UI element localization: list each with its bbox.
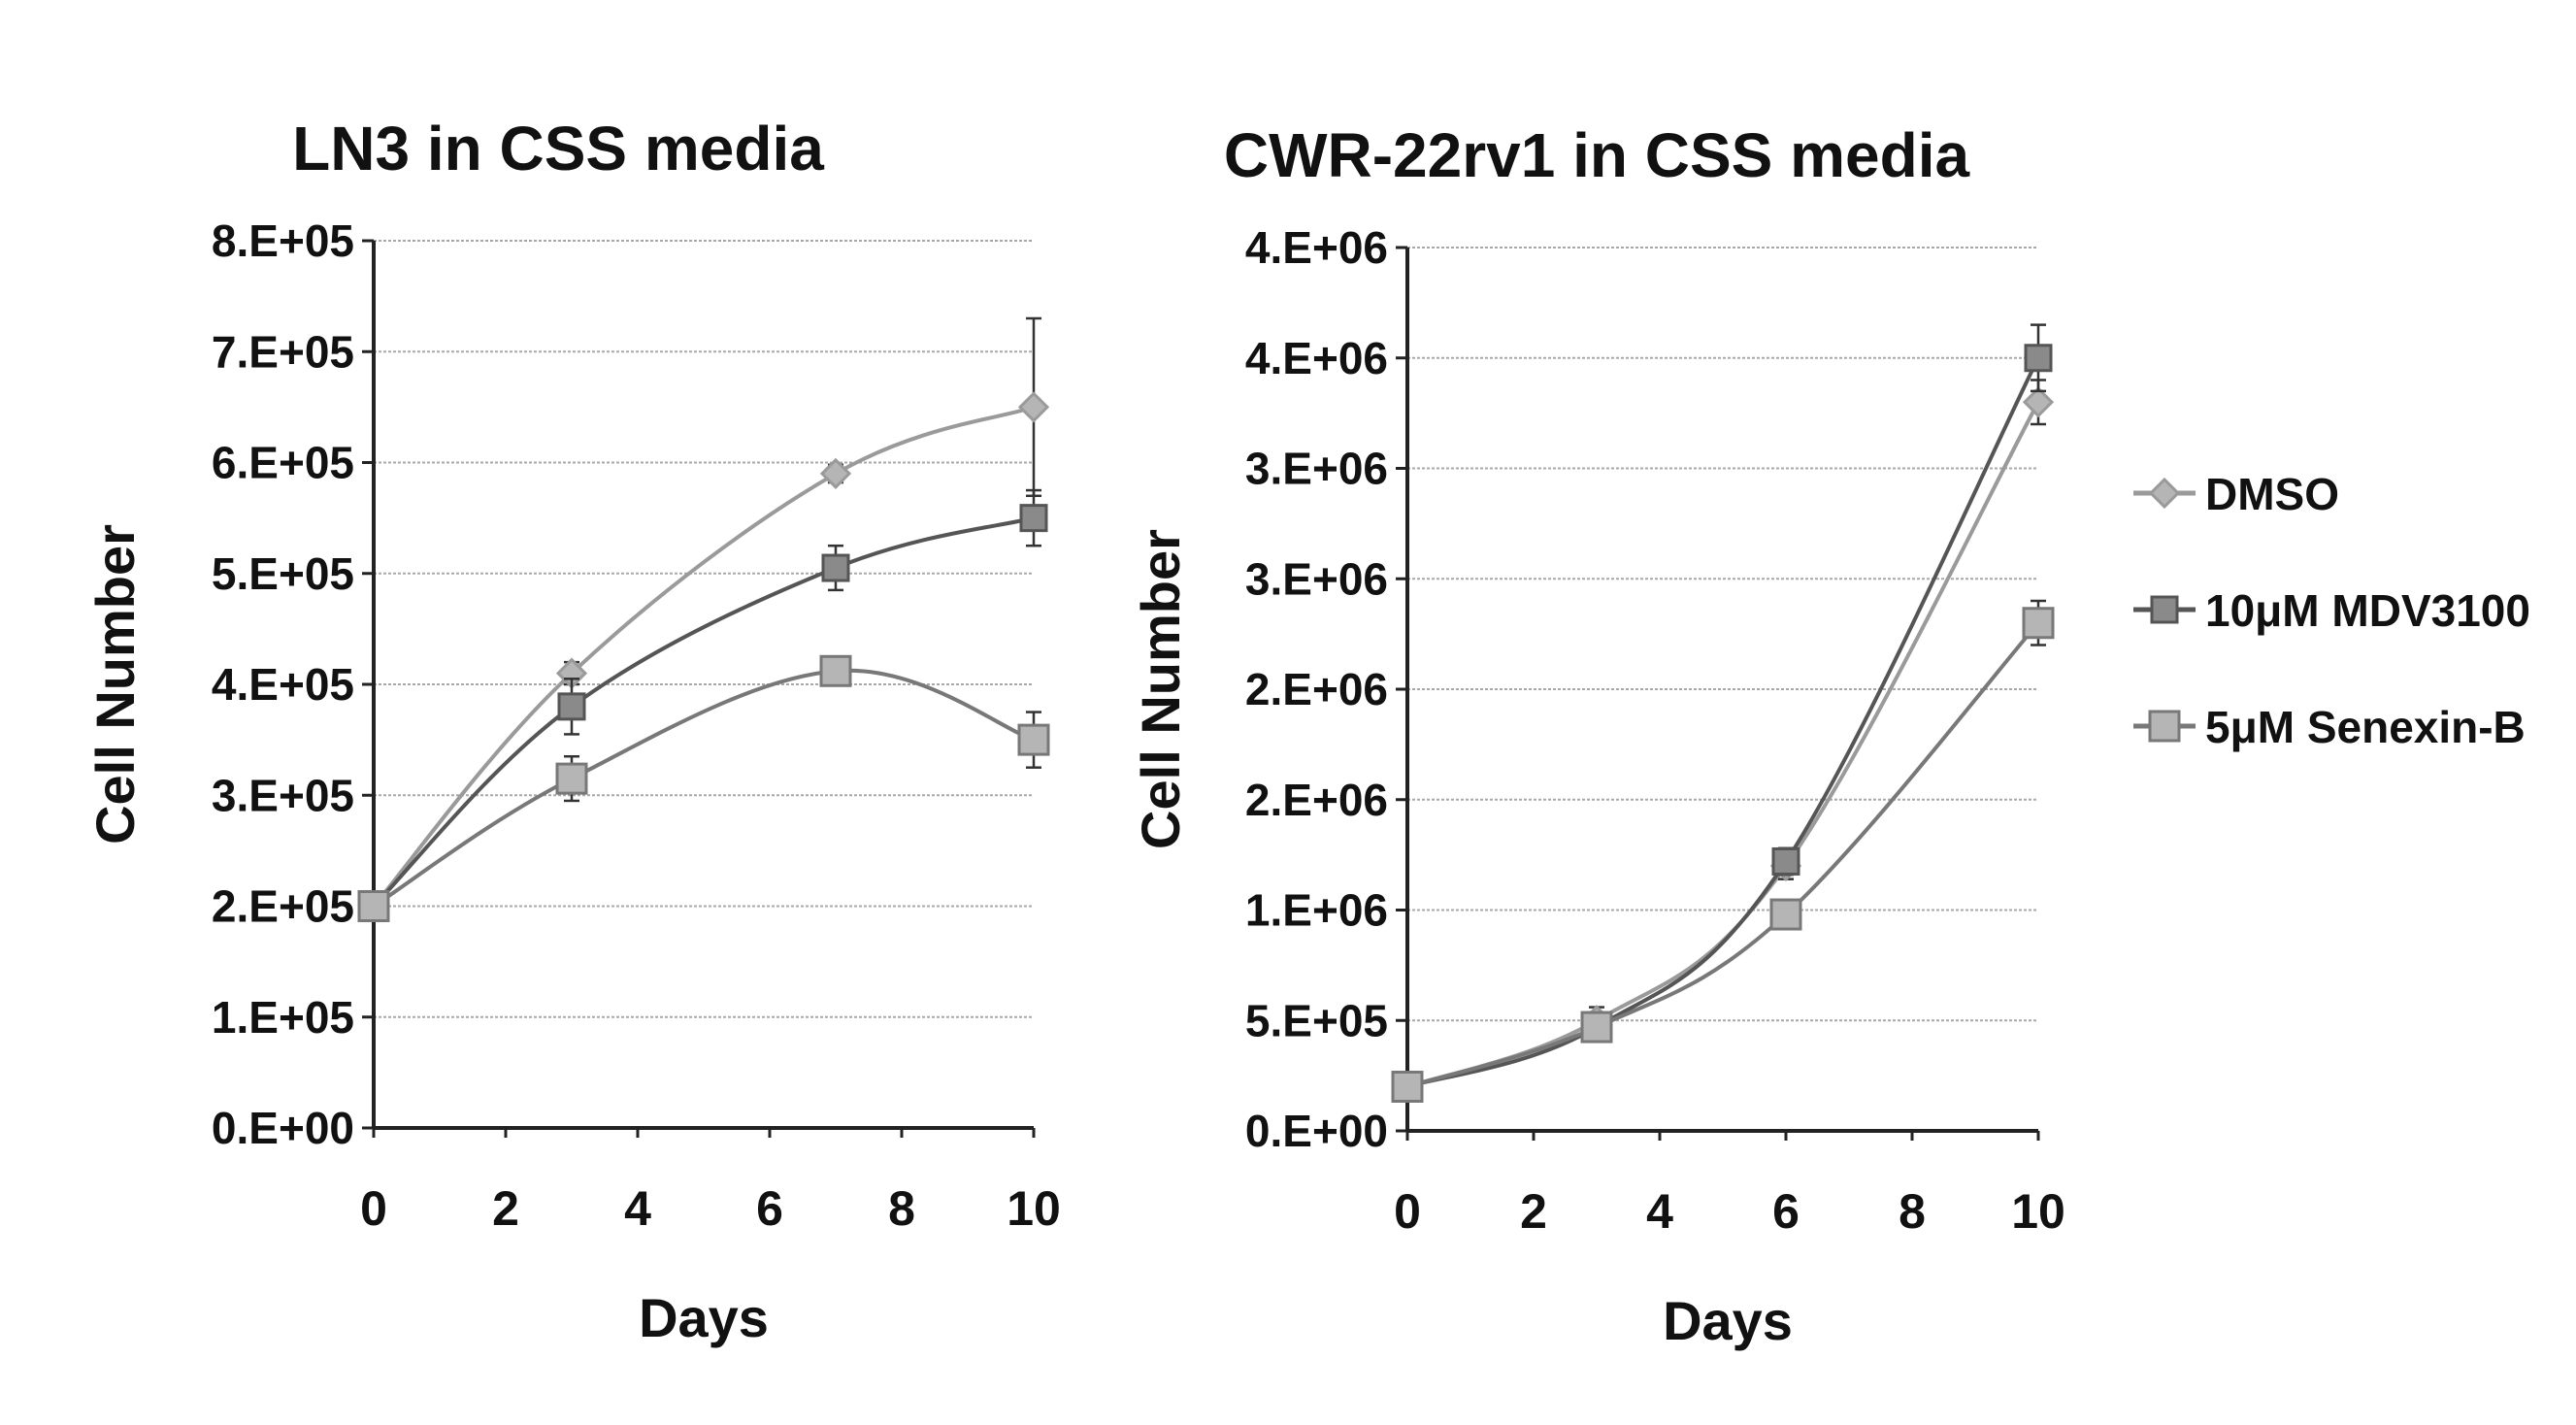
chart-title: LN3 in CSS media	[292, 114, 824, 183]
data-point-dmso	[2025, 388, 2052, 415]
y-tick-label: 1.E+06	[1245, 885, 1388, 936]
legend-label-mdv3100: 10μM MDV3100	[2205, 585, 2530, 636]
x-tick-label: 8	[888, 1181, 915, 1236]
figure: LN3 in CSS media 0.E+00 1.E+05 2.E+05 3.E+05…	[0, 0, 2576, 1425]
y-tick-label: 3.E+05	[212, 770, 354, 820]
legend-marker-mdv3100	[2152, 597, 2177, 622]
data-point-senexin	[557, 764, 586, 793]
data-point-senexin	[359, 892, 388, 921]
x-tick-label: 4	[624, 1181, 651, 1236]
y-tick-label: 0.E+00	[212, 1103, 354, 1153]
x-tick-label: 10	[1007, 1181, 1061, 1236]
series-line-mdv3100	[1407, 358, 2038, 1087]
chart-title: CWR-22rv1 in CSS media	[1224, 120, 1970, 190]
chart-cwr22rv1: CWR-22rv1 in CSS media 0.E+00 5.E+05 1.E+06…	[1130, 120, 2065, 1351]
y-axis-label: Cell Number	[1130, 529, 1191, 849]
series-line-dmso	[374, 407, 1034, 906]
y-tick-label: 3.E+06	[1245, 553, 1388, 604]
y-tick-label: 4.E+05	[212, 659, 354, 710]
y-tick-label: 4.E+06	[1245, 222, 1388, 273]
y-axis-label: Cell Number	[84, 524, 146, 845]
y-tick-label: 1.E+05	[212, 992, 354, 1043]
y-tick-label: 2.E+05	[212, 881, 354, 932]
y-tick-label: 2.E+06	[1245, 664, 1388, 714]
x-tick-label: 6	[756, 1181, 783, 1236]
legend-label-senexin: 5μM Senexin-B	[2205, 702, 2526, 752]
x-tick-label: 2	[492, 1181, 519, 1236]
data-point-senexin	[1771, 900, 1800, 929]
x-tick-label: 10	[2011, 1184, 2065, 1239]
data-point-senexin	[1393, 1073, 1422, 1102]
data-point-mdv3100	[1021, 506, 1046, 531]
data-point-mdv3100	[1773, 848, 1799, 874]
x-tick-label: 4	[1646, 1184, 1673, 1239]
data-point-senexin	[1582, 1012, 1611, 1042]
y-tick-label: 3.E+06	[1245, 444, 1388, 494]
series-line-dmso	[1407, 402, 2038, 1086]
series-line-senexin	[1407, 623, 2038, 1087]
x-tick-label: 8	[1899, 1184, 1926, 1239]
legend-marker-senexin	[2150, 712, 2179, 741]
x-tick-label: 6	[1772, 1184, 1800, 1239]
legend-label-dmso: DMSO	[2205, 469, 2339, 519]
data-point-mdv3100	[559, 694, 584, 719]
data-point-senexin	[821, 656, 850, 685]
y-tick-label: 7.E+05	[212, 326, 354, 377]
x-tick-label: 2	[1520, 1184, 1547, 1239]
x-tick-label: 0	[1394, 1184, 1421, 1239]
chart-ln3: LN3 in CSS media 0.E+00 1.E+05 2.E+05 3.E+05…	[84, 114, 1061, 1348]
x-tick-label: 0	[360, 1181, 387, 1236]
y-tick-label: 6.E+05	[212, 438, 354, 488]
data-point-dmso	[822, 460, 849, 487]
legend: DMSO 10μM MDV3100 5μM Senexin-B	[2133, 469, 2530, 752]
series-line-senexin	[374, 671, 1034, 907]
y-tick-label: 5.E+05	[212, 548, 354, 599]
y-tick-label: 8.E+05	[212, 215, 354, 266]
y-tick-label: 5.E+05	[1245, 995, 1388, 1045]
data-point-senexin	[1019, 725, 1048, 754]
data-point-senexin	[2024, 609, 2053, 638]
y-tick-label: 4.E+06	[1245, 333, 1388, 383]
data-point-mdv3100	[2026, 346, 2051, 371]
x-axis-label: Days	[1663, 1290, 1793, 1351]
legend-marker-dmso	[2151, 480, 2178, 507]
y-tick-label: 0.E+00	[1245, 1106, 1388, 1156]
data-point-mdv3100	[823, 555, 848, 580]
y-tick-label: 2.E+06	[1245, 775, 1388, 825]
x-axis-label: Days	[639, 1287, 769, 1348]
data-point-dmso	[1020, 393, 1047, 420]
